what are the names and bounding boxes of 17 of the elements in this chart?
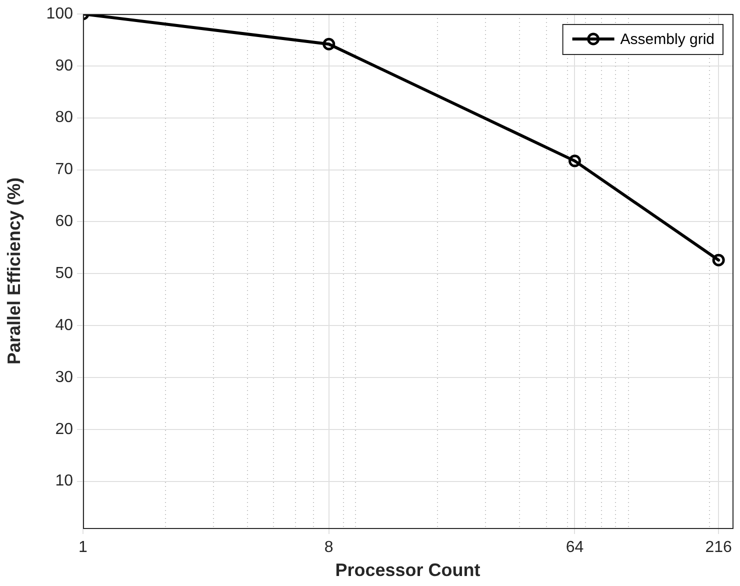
y-tick-label: 80 — [55, 109, 74, 126]
y-tick-label: 40 — [55, 316, 74, 334]
y-tick-label: 10 — [55, 472, 74, 490]
y-tick-label: 50 — [55, 265, 74, 282]
x-axis-title: Processor Count — [335, 560, 480, 580]
y-tick-label: 100 — [46, 5, 74, 22]
x-tick-label: 64 — [566, 539, 584, 556]
y-axis-title: Parallel Efficiency (%) — [4, 177, 24, 365]
y-tick-label: 90 — [55, 57, 74, 74]
y-tick-label: 20 — [55, 420, 74, 438]
y-tick-label: 70 — [55, 161, 74, 178]
x-tick-label: 216 — [705, 539, 732, 556]
y-tick-label: 60 — [55, 213, 74, 230]
legend-label: Assembly grid — [620, 31, 715, 48]
x-tick-label: 1 — [78, 539, 88, 556]
x-tick-label: 8 — [324, 539, 334, 556]
y-tick-label: 30 — [55, 368, 74, 386]
